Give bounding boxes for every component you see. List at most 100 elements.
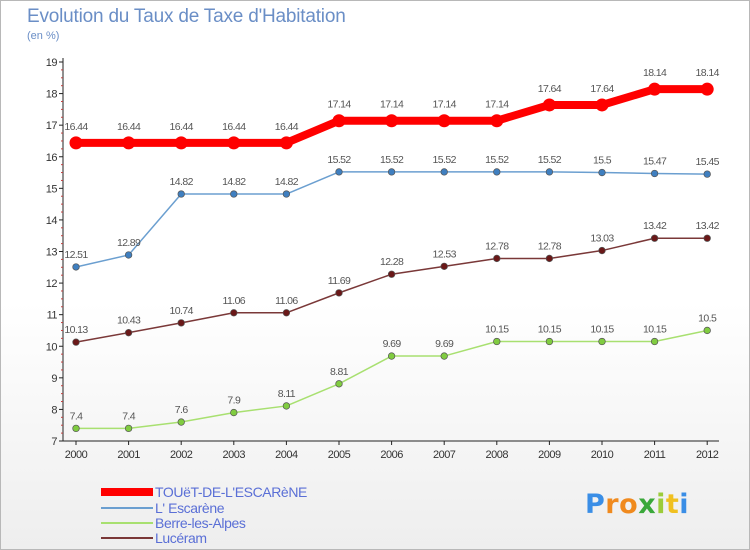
data-label: 15.52 [485, 154, 509, 166]
y-tick-label: 7 [51, 436, 57, 448]
data-label: 9.69 [383, 338, 402, 350]
data-point [230, 190, 238, 198]
data-label: 12.89 [117, 237, 141, 249]
data-label: 16.44 [117, 121, 141, 133]
x-tick-label: 2002 [170, 449, 193, 461]
data-point [493, 168, 501, 176]
data-label: 17.64 [538, 83, 562, 95]
data-point [177, 190, 185, 198]
x-tick-label: 2007 [433, 449, 456, 461]
data-point [72, 424, 80, 433]
data-label: 10.13 [64, 324, 88, 336]
data-point [282, 309, 291, 317]
data-point [493, 254, 501, 263]
data-point [282, 190, 291, 198]
data-label: 17.64 [590, 83, 614, 95]
data-point [545, 254, 554, 263]
data-point [493, 337, 501, 346]
data-label: 12.78 [538, 240, 562, 252]
x-tick-label: 2001 [117, 449, 140, 461]
y-tick-label: 13 [46, 247, 58, 259]
data-label: 10.15 [485, 324, 509, 336]
x-tick-label: 2004 [275, 449, 298, 461]
y-tick-label: 9 [51, 373, 57, 385]
data-point [545, 337, 554, 346]
data-point [230, 309, 238, 317]
data-label: 10.15 [538, 324, 562, 336]
data-point [69, 136, 83, 150]
data-point [335, 289, 343, 297]
chart-subtitle: (en %) [27, 30, 60, 42]
data-label: 7.9 [227, 395, 241, 407]
data-label: 10.5 [698, 312, 717, 324]
data-point [650, 234, 659, 242]
data-label: 18.14 [643, 67, 667, 79]
data-label: 17.14 [380, 99, 404, 111]
logo-letter: r [605, 489, 620, 520]
data-point [177, 418, 185, 426]
legend-label: Lucéram [155, 530, 207, 546]
legend-label: L' Escarène [155, 500, 225, 516]
y-tick-label: 8 [51, 404, 57, 416]
x-tick-label: 2009 [538, 449, 561, 461]
data-point [542, 98, 556, 112]
data-point [124, 424, 133, 433]
data-point [650, 337, 659, 346]
data-point [177, 319, 185, 327]
data-label: 16.44 [275, 121, 299, 133]
data-point [437, 114, 451, 128]
data-label: 18.14 [696, 67, 720, 79]
data-point [230, 408, 238, 417]
data-label: 11.69 [328, 275, 351, 287]
data-label: 13.03 [590, 233, 614, 245]
legend-label: TOUëT-DE-L'ESCARèNE [155, 484, 307, 500]
logo-letter: i [656, 489, 666, 520]
data-point [598, 337, 606, 346]
data-point [650, 169, 659, 178]
data-point [387, 168, 396, 176]
y-tick-label: 17 [46, 120, 58, 132]
data-label: 8.81 [330, 366, 349, 378]
y-tick-label: 16 [46, 152, 58, 164]
data-point [595, 98, 609, 112]
legend-label: Berre-les-Alpes [155, 515, 246, 531]
data-label: 15.52 [433, 154, 457, 166]
logo-letter: x [638, 489, 657, 520]
data-point [703, 326, 711, 335]
data-label: 12.78 [485, 240, 509, 252]
data-label: 14.82 [222, 176, 246, 188]
x-tick-label: 2008 [486, 449, 509, 461]
data-label: 13.42 [696, 220, 720, 232]
data-label: 12.53 [433, 248, 457, 260]
data-label: 12.51 [64, 249, 88, 261]
data-label: 7.4 [70, 410, 84, 422]
data-point [598, 246, 606, 255]
logo-letter: t [665, 489, 680, 520]
data-point [490, 114, 504, 128]
logo-letter: o [619, 489, 639, 520]
x-tick-label: 2011 [644, 449, 666, 461]
data-label: 14.82 [275, 176, 299, 188]
data-point [440, 168, 448, 176]
data-label: 7.6 [175, 404, 189, 416]
data-label: 8.11 [278, 388, 296, 400]
data-point [703, 234, 711, 242]
data-point [282, 402, 291, 410]
y-tick-label: 12 [46, 278, 58, 290]
data-label: 17.14 [327, 99, 351, 111]
data-point [700, 82, 714, 96]
data-point [387, 352, 396, 360]
data-label: 16.44 [222, 121, 246, 133]
y-tick-label: 10 [46, 341, 58, 353]
data-point [124, 251, 133, 259]
data-label: 16.44 [170, 121, 194, 133]
data-point [387, 270, 396, 278]
data-point [122, 136, 136, 150]
data-label: 13.42 [643, 220, 667, 232]
data-point [440, 352, 448, 360]
data-point [385, 114, 399, 128]
data-point [703, 170, 711, 178]
data-label: 7.4 [122, 410, 136, 422]
data-point [440, 262, 448, 270]
